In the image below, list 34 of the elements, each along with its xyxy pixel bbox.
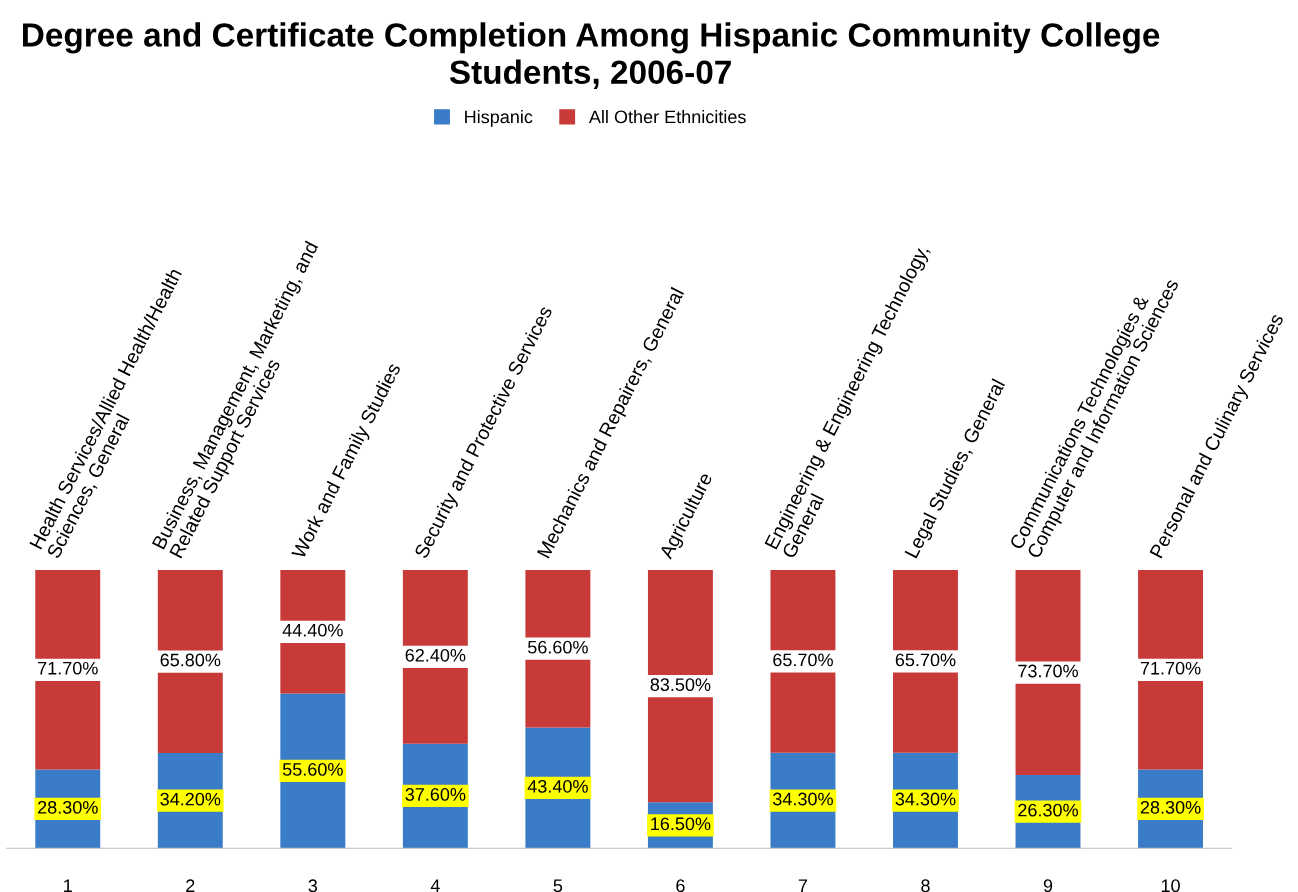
bar (647, 569, 713, 803)
data-label: 37.60% (405, 788, 466, 801)
legend-label: All Other Ethnicities (588, 110, 746, 124)
data-label: 65.70% (773, 653, 833, 667)
data-label: 16.50% (651, 817, 711, 831)
x-tick-label: 2 (186, 879, 195, 892)
legend-label: Hispanic (465, 110, 533, 127)
data-label: 65.70% (895, 653, 956, 667)
x-tick-label: 10 (1161, 879, 1180, 892)
x-tick-label: 3 (308, 879, 318, 892)
data-label: 56.60% (527, 640, 588, 654)
data-label: 55.60% (282, 762, 343, 776)
data-label: 44.40% (282, 623, 343, 637)
data-label: 28.30% (38, 800, 98, 814)
chart-title: Degree and Certificate Completion Among Hispanic Community College Students, 2006-07 (23, 22, 1160, 89)
data-label: 34.30% (773, 792, 833, 806)
data-label: 34.30% (895, 792, 956, 806)
x-tick-label: 7 (798, 879, 808, 892)
x-tick-label: 8 (921, 879, 930, 892)
data-label: 28.30% (1140, 800, 1201, 814)
data-label: 26.30% (1018, 803, 1078, 817)
data-label: 34.20% (160, 792, 221, 806)
x-tick-label: 4 (430, 879, 440, 892)
data-label: 73.70% (1018, 664, 1078, 678)
data-label: 71.70% (38, 661, 98, 675)
data-label: 43.40% (527, 779, 588, 793)
data-label: 62.40% (405, 648, 466, 662)
data-label: 83.50% (650, 678, 711, 692)
data-label: 65.80% (160, 653, 221, 667)
x-tick-label: 9 (1043, 879, 1053, 892)
x-tick-label: 1 (64, 879, 72, 892)
data-label: 71.70% (1140, 661, 1201, 675)
x-tick-label: 5 (553, 879, 563, 892)
x-tick-label: 6 (676, 879, 685, 892)
